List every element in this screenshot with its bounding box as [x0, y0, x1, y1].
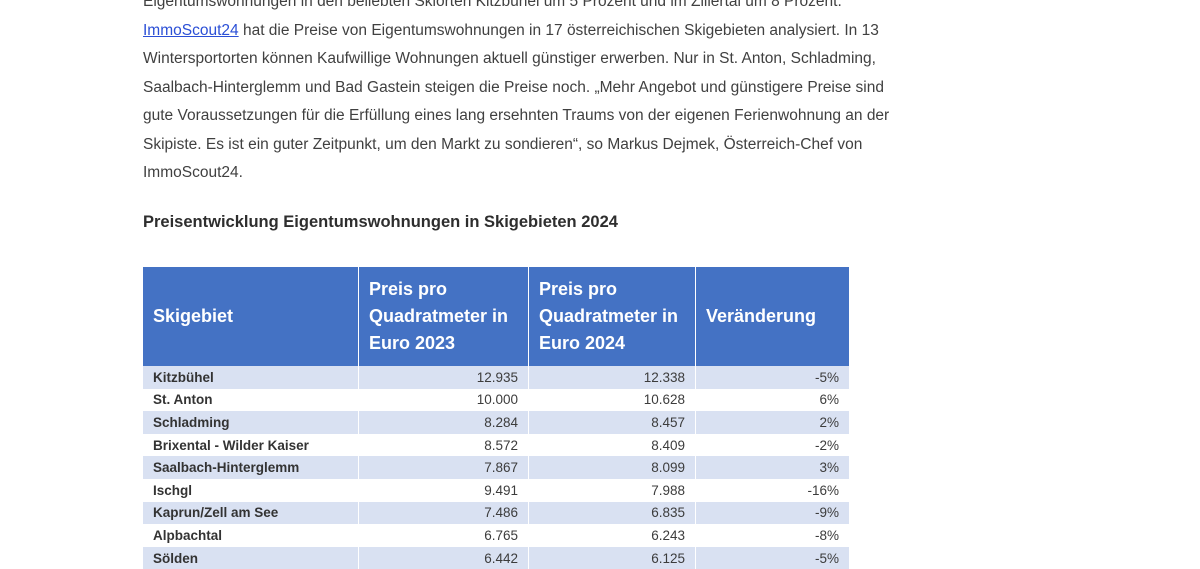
- cell-change: 6%: [695, 388, 849, 412]
- article-line: Skipiste. Es ist ein guter Zeitpunkt, um…: [143, 135, 863, 153]
- cell-change: -9%: [695, 501, 849, 525]
- article-body: Eigentumswohnungen in den beliebten Skio…: [143, 0, 1043, 188]
- table-row: Sölden 6.442 6.125 -5%: [143, 546, 849, 569]
- cell-skigebiet: Kaprun/Zell am See: [143, 501, 359, 525]
- cell-price-2023: 7.486: [358, 501, 529, 525]
- table-row: Kitzbühel 12.935 12.338 -5%: [143, 366, 849, 389]
- table-row: Saalbach-Hinterglemm 7.867 8.099 3%: [143, 456, 849, 479]
- cell-skigebiet: Kitzbühel: [143, 366, 359, 389]
- cell-change: -5%: [695, 366, 849, 389]
- cell-price-2023: 8.572: [358, 433, 529, 457]
- table-row: Alpbachtal 6.765 6.243 -8%: [143, 524, 849, 547]
- immoscout24-link[interactable]: ImmoScout24: [143, 21, 239, 39]
- cell-change: -5%: [695, 546, 849, 569]
- cell-skigebiet: Saalbach-Hinterglemm: [143, 456, 359, 479]
- cell-price-2024: 6.125: [528, 546, 696, 569]
- article-paragraph: Eigentumswohnungen in den beliebten Skio…: [143, 0, 1043, 188]
- header-change: Veränderung: [695, 267, 849, 366]
- cell-price-2024: 8.457: [528, 411, 696, 434]
- cell-price-2024: 6.835: [528, 501, 696, 525]
- cell-price-2023: 7.867: [358, 456, 529, 479]
- cell-price-2023: 8.284: [358, 411, 529, 434]
- header-skigebiet: Skigebiet: [143, 267, 359, 366]
- table-body: Kitzbühel 12.935 12.338 -5% St. Anton 10.000 1…: [143, 366, 849, 569]
- article-line: Saalbach-Hinterglemm und Bad Gastein ste…: [143, 78, 884, 96]
- cell-price-2024: 7.988: [528, 478, 696, 502]
- cell-price-2023: 10.000: [358, 388, 529, 412]
- table-row: St. Anton 10.000 10.628 6%: [143, 388, 849, 412]
- table-header-row: Skigebiet Preis pro Quadratmeter in Euro…: [143, 267, 849, 366]
- table-title: Preisentwicklung Eigentumswohnungen in S…: [143, 213, 618, 231]
- cell-change: -8%: [695, 524, 849, 547]
- cell-price-2024: 8.099: [528, 456, 696, 479]
- article-line: Eigentumswohnungen in den beliebten Skio…: [143, 0, 842, 10]
- cell-price-2024: 6.243: [528, 524, 696, 547]
- header-price-2023: Preis pro Quadratmeter in Euro 2023: [358, 267, 529, 366]
- cell-price-2024: 10.628: [528, 388, 696, 412]
- table-row: Brixental - Wilder Kaiser 8.572 8.409 -2%: [143, 433, 849, 457]
- cell-change: 3%: [695, 456, 849, 479]
- header-price-2024: Preis pro Quadratmeter in Euro 2024: [528, 267, 696, 366]
- cell-skigebiet: Brixental - Wilder Kaiser: [143, 433, 359, 457]
- cell-skigebiet: Ischgl: [143, 478, 359, 502]
- table-row: Ischgl 9.491 7.988 -16%: [143, 478, 849, 502]
- cell-price-2023: 6.765: [358, 524, 529, 547]
- cell-skigebiet: Sölden: [143, 546, 359, 569]
- article-line-text: hat die Preise von Eigentumswohnungen in…: [238, 21, 879, 39]
- cell-price-2023: 12.935: [358, 366, 529, 389]
- article-line: ImmoScout24 hat die Preise von Eigentums…: [143, 17, 1043, 46]
- cell-change: -16%: [695, 478, 849, 502]
- article-line: gute Voraussetzungen für die Erfüllung e…: [143, 107, 890, 124]
- cell-change: -2%: [695, 433, 849, 457]
- table-row: Kaprun/Zell am See 7.486 6.835 -9%: [143, 501, 849, 525]
- cell-skigebiet: Alpbachtal: [143, 524, 359, 547]
- cell-price-2024: 8.409: [528, 433, 696, 457]
- price-table: Skigebiet Preis pro Quadratmeter in Euro…: [143, 267, 849, 569]
- article-line: Wintersportorten können Kaufwillige Wohn…: [143, 50, 876, 67]
- article-line: ImmoScout24.: [143, 164, 243, 181]
- cell-price-2024: 12.338: [528, 366, 696, 389]
- cell-price-2023: 6.442: [358, 546, 529, 569]
- cell-skigebiet: Schladming: [143, 411, 359, 434]
- cell-change: 2%: [695, 411, 849, 434]
- cell-skigebiet: St. Anton: [143, 388, 359, 412]
- cell-price-2023: 9.491: [358, 478, 529, 502]
- table-row: Schladming 8.284 8.457 2%: [143, 411, 849, 434]
